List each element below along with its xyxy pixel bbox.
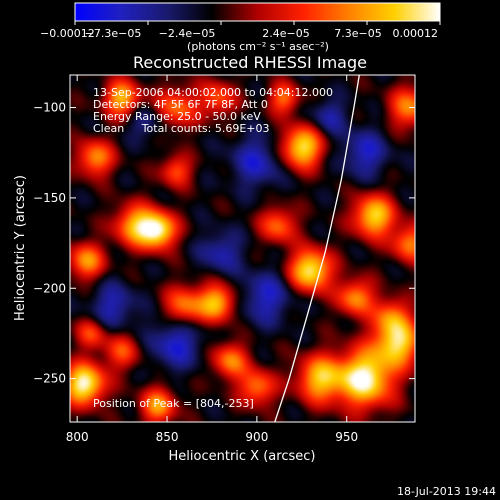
info-line-detectors: Detectors: 4F 5F 6F 7F 8F, Att 0	[93, 98, 268, 111]
y-axis-label: Heliocentric Y (arcsec)	[13, 175, 28, 321]
colorbar-ticks: −0.00012−7.3e−05 −2.4e−05 2.4e−05 7.3e−05 0.…	[40, 21, 441, 40]
colorbar-tick-label: 0.00012	[393, 27, 439, 40]
axis-ticks: 800 850 900 950 −100 −150 −200 −250	[33, 75, 415, 444]
y-tick-label: −150	[33, 191, 66, 205]
x-tick-label: 900	[245, 430, 268, 444]
colorbar	[75, 3, 440, 21]
heatmap-image	[70, 75, 415, 422]
y-tick-label: −250	[33, 372, 66, 386]
info-line-energy: Energy Range: 25.0 - 50.0 keV	[93, 110, 261, 123]
colorbar-tick-label: 7.3e−05	[334, 27, 381, 40]
colorbar-tick-label: −0.00012	[40, 27, 95, 40]
x-tick-label: 800	[66, 430, 89, 444]
footer-timestamp: 18-Jul-2013 19:44	[397, 485, 496, 498]
plot-frame	[69, 74, 416, 423]
colorbar-frame	[74, 2, 441, 22]
x-axis-label: Heliocentric X (arcsec)	[169, 449, 316, 464]
colorbar-tick-label: −7.3e−05	[85, 27, 142, 40]
x-tick-label: 850	[156, 430, 179, 444]
colorbar-tick-label: −2.4e−05	[159, 27, 216, 40]
colorbar-tick-label: 2.4e−05	[262, 27, 309, 40]
info-line-clean: Clean Total counts: 5.69E+03	[93, 122, 270, 135]
observation-info: 13-Sep-2006 04:00:02.000 to 04:04:12.000…	[93, 86, 333, 135]
info-line-time: 13-Sep-2006 04:00:02.000 to 04:04:12.000	[93, 86, 333, 99]
solar-limb-curve	[274, 75, 360, 422]
y-tick-label: −100	[33, 101, 66, 115]
chart-title: Reconstructed RHESSI Image	[133, 53, 367, 72]
y-tick-label: −200	[33, 281, 66, 295]
colorbar-units-label: (photons cm⁻² s⁻¹ asec⁻²)	[187, 40, 329, 53]
x-tick-label: 950	[335, 430, 358, 444]
peak-position-label: Position of Peak = [804,-253]	[93, 397, 254, 410]
